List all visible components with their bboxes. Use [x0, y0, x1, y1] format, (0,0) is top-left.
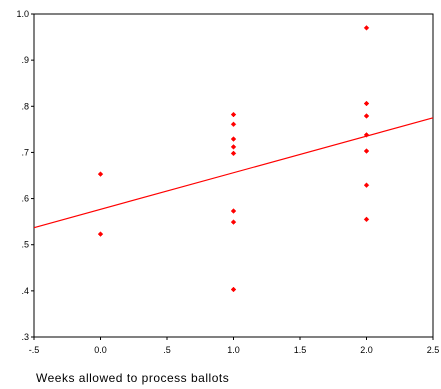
data-point	[230, 219, 237, 225]
y-tick-label: .5	[21, 240, 29, 250]
y-tick-label: .4	[21, 286, 29, 296]
data-point	[230, 144, 237, 150]
data-point	[97, 231, 104, 237]
data-point	[230, 208, 237, 214]
data-point	[363, 132, 370, 138]
data-point	[97, 171, 104, 177]
data-point	[230, 150, 237, 157]
x-tick-label: 1.5	[294, 345, 307, 355]
data-point	[363, 25, 370, 31]
data-point	[363, 113, 370, 119]
y-tick-label: .9	[21, 55, 29, 65]
y-tick-label: .6	[21, 194, 29, 204]
data-point	[230, 286, 237, 293]
x-tick-label: 1.0	[227, 345, 240, 355]
data-point	[363, 100, 370, 107]
x-tick-label: .5	[163, 345, 171, 355]
y-tick-label: .7	[21, 147, 29, 157]
data-point	[363, 182, 370, 188]
data-point	[230, 111, 237, 118]
data-point	[230, 136, 237, 142]
y-tick-label: .8	[21, 101, 29, 111]
data-point	[363, 148, 370, 154]
x-tick-label: 0.0	[94, 345, 107, 355]
data-point	[363, 216, 370, 223]
x-axis-title: Weeks allowed to process ballots	[36, 371, 230, 385]
x-tick-label: 2.0	[360, 345, 373, 355]
x-tick-label: -.5	[29, 345, 40, 355]
x-tick-label: 2.5	[427, 345, 440, 355]
y-tick-label: .3	[21, 332, 29, 342]
data-point	[230, 121, 237, 128]
y-tick-label: 1.0	[16, 9, 29, 19]
